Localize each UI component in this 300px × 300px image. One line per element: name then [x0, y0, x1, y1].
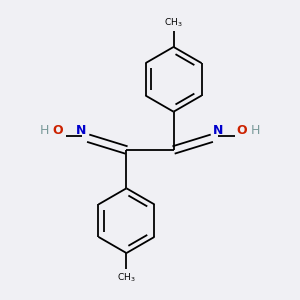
Text: N: N	[213, 124, 224, 137]
Text: H: H	[40, 124, 49, 137]
Text: O: O	[237, 124, 247, 137]
Text: N: N	[76, 124, 87, 137]
Text: O: O	[52, 124, 63, 137]
Text: CH$_3$: CH$_3$	[164, 16, 183, 29]
Text: H: H	[251, 124, 260, 137]
Text: CH$_3$: CH$_3$	[117, 271, 136, 284]
